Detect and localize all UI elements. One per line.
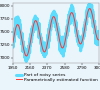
Part of noisy series: [12, 41, 14, 42]
Part of noisy series: [89, 4, 90, 5]
Parametrically estimated function: [89, 8, 90, 9]
Parametrically estimated function: [26, 55, 27, 57]
Line: Part of noisy series: Part of noisy series: [13, 4, 99, 61]
Line: Parametrically estimated function: Parametrically estimated function: [13, 9, 99, 56]
Part of noisy series: [60, 44, 61, 45]
Part of noisy series: [50, 27, 51, 28]
Part of noisy series: [27, 57, 28, 58]
Part of noisy series: [26, 61, 27, 62]
Parametrically estimated function: [50, 26, 51, 27]
Legend: Part of noisy series, Parametrically estimated function: Part of noisy series, Parametrically est…: [15, 72, 98, 82]
Part of noisy series: [41, 48, 43, 49]
Parametrically estimated function: [24, 52, 25, 53]
Parametrically estimated function: [60, 42, 61, 43]
Parametrically estimated function: [27, 54, 28, 55]
Part of noisy series: [98, 37, 100, 38]
Parametrically estimated function: [12, 42, 14, 43]
Part of noisy series: [58, 33, 59, 34]
Parametrically estimated function: [58, 33, 59, 34]
Parametrically estimated function: [98, 39, 100, 40]
Parametrically estimated function: [41, 46, 43, 47]
Part of noisy series: [24, 48, 25, 49]
